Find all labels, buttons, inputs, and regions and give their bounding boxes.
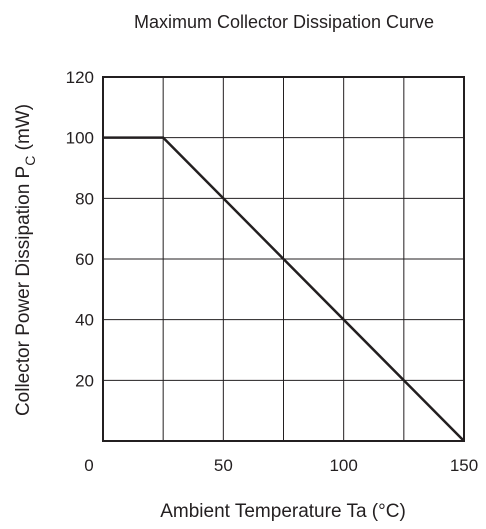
y-axis-label: Collector Power Dissipation PC (mW) <box>13 104 38 416</box>
y-tick-label-100: 100 <box>66 129 94 148</box>
y-tick-label-60: 60 <box>75 250 94 269</box>
y-axis-label-unit: (mW) <box>13 104 34 156</box>
y-tick-label-80: 80 <box>75 189 94 208</box>
plot-frame <box>102 76 465 442</box>
x-tick-label-50: 50 <box>214 456 233 475</box>
chart-title: Maximum Collector Dissipation Curve <box>134 12 434 32</box>
y-tick-label-20: 20 <box>75 371 94 390</box>
x-tick-label-0: 0 <box>84 456 93 475</box>
y-tick-labels: 20 40 60 80 100 120 <box>66 68 94 390</box>
x-tick-label-100: 100 <box>329 456 357 475</box>
y-tick-label-40: 40 <box>75 311 94 330</box>
plot-area <box>102 76 465 442</box>
x-axis-label: Ambient Temperature Ta (°C) <box>160 501 406 522</box>
y-tick-label-120: 120 <box>66 68 94 87</box>
x-tick-label-150: 150 <box>450 456 478 475</box>
y-axis-label-subscript: C <box>22 156 38 166</box>
y-axis-label-main: Collector Power Dissipation P <box>13 166 34 416</box>
x-tick-labels: 0 50 100 150 <box>84 456 478 475</box>
series-line-power-dissipation <box>103 136 465 442</box>
